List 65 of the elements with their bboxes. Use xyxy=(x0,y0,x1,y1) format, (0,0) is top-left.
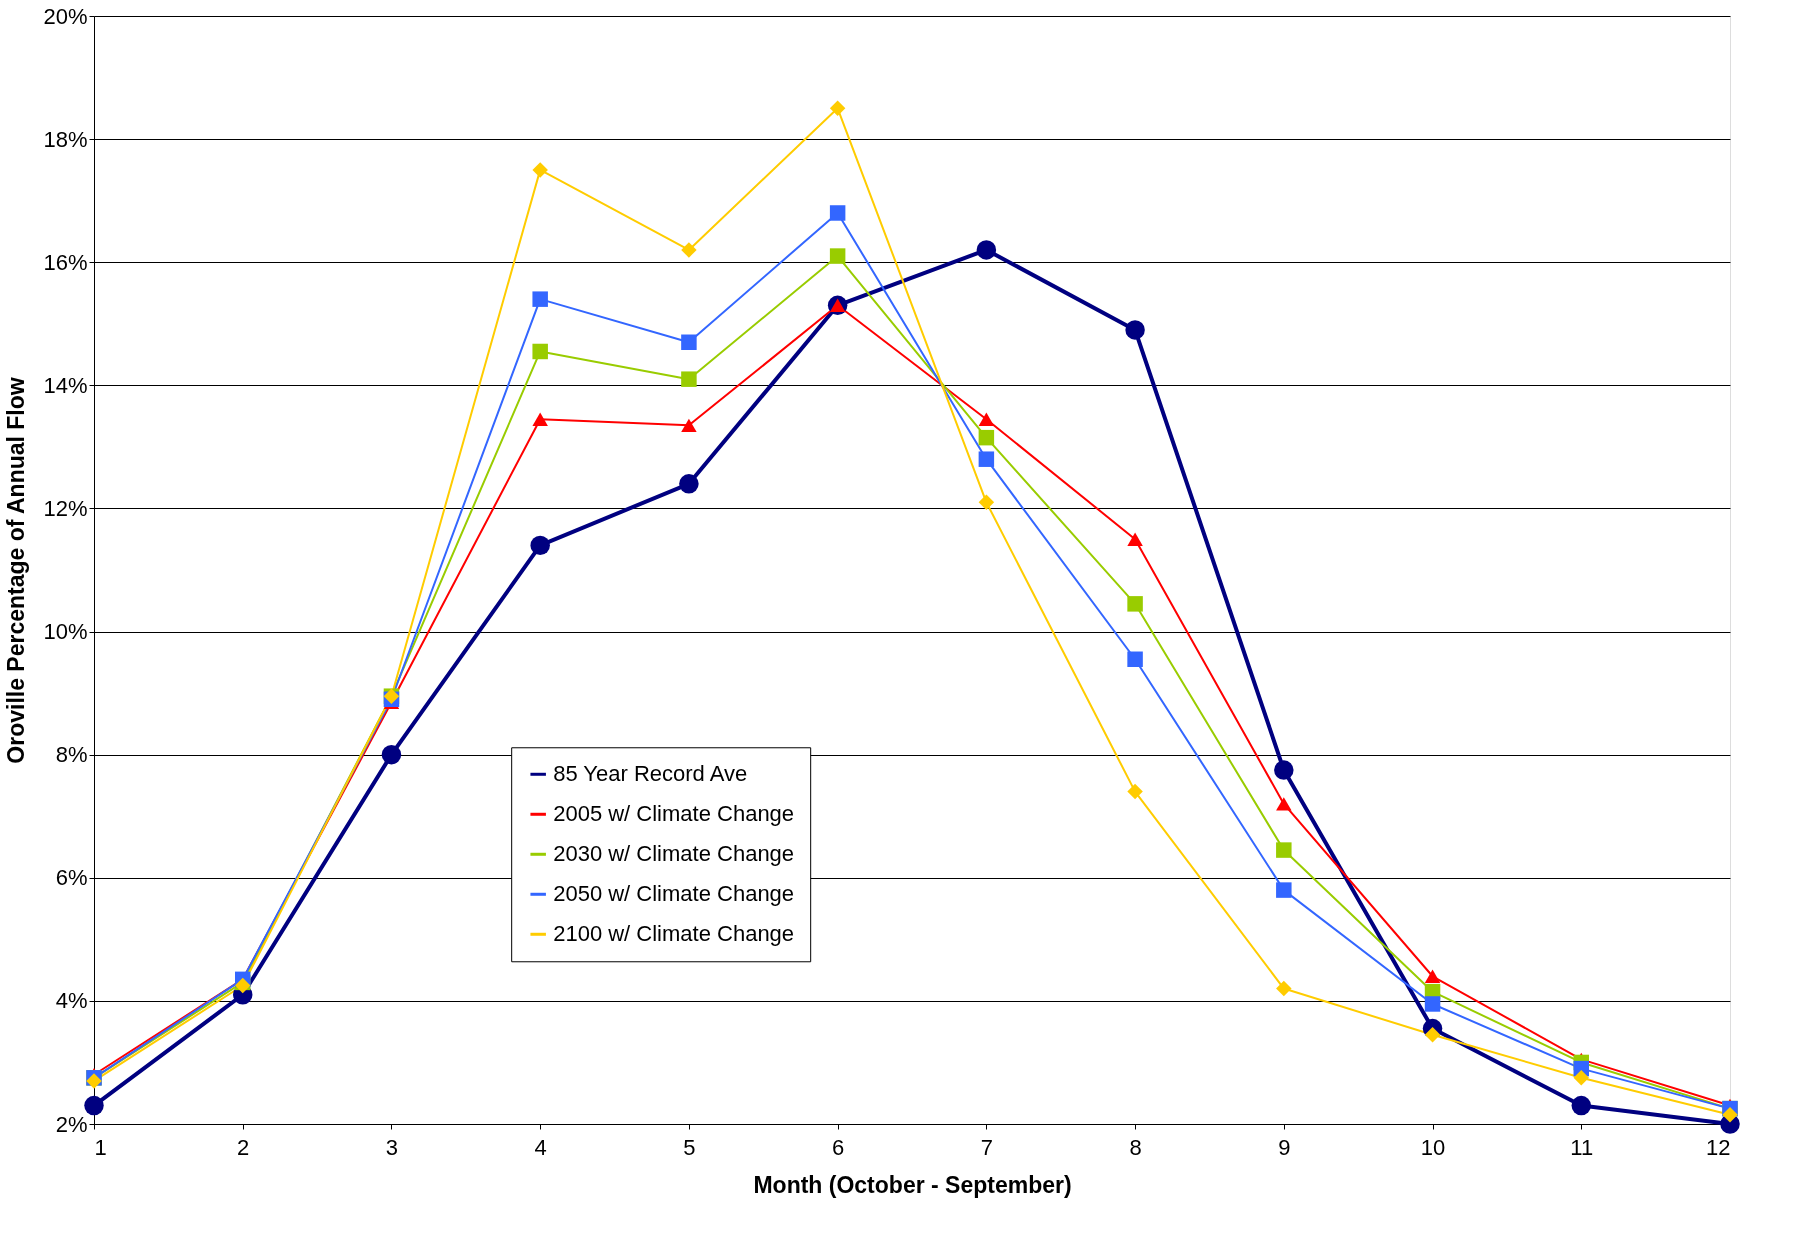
point xyxy=(1276,797,1292,811)
point xyxy=(1571,1095,1592,1116)
y-tick-label: 6% xyxy=(55,865,88,891)
point xyxy=(1127,783,1143,800)
y-tick-label: 2% xyxy=(55,1111,88,1137)
x-tick-label: 4 xyxy=(534,1134,547,1160)
point xyxy=(1276,842,1292,858)
legend-label: 2030 w/ Climate Change xyxy=(553,841,795,867)
y-tick-label: 10% xyxy=(43,619,88,645)
point xyxy=(530,535,550,556)
y-tick-label: 4% xyxy=(55,988,88,1014)
x-axis-title: Month (October - September) xyxy=(753,1171,1072,1198)
point xyxy=(681,418,697,433)
point xyxy=(1274,760,1294,780)
legend-label: 2100 w/ Climate Change xyxy=(553,921,795,947)
y-tick-label: 18% xyxy=(43,126,88,152)
point xyxy=(679,474,699,494)
point xyxy=(978,451,995,467)
point xyxy=(1127,532,1143,546)
point xyxy=(681,371,697,387)
x-tick-label: 3 xyxy=(385,1134,399,1160)
point xyxy=(681,334,697,350)
point xyxy=(829,205,846,221)
point xyxy=(532,412,548,426)
point xyxy=(1424,1027,1441,1043)
point xyxy=(1125,320,1145,340)
point xyxy=(829,100,846,117)
point xyxy=(976,240,997,260)
point xyxy=(1276,882,1292,898)
point xyxy=(1424,969,1441,983)
point xyxy=(1722,1107,1738,1123)
y-tick-label: 12% xyxy=(43,495,88,521)
x-tick-label: 11 xyxy=(1570,1134,1594,1160)
y-tick-label: 14% xyxy=(43,372,88,398)
point xyxy=(1127,651,1143,667)
x-tick-label: 9 xyxy=(1278,1134,1291,1160)
point xyxy=(829,248,846,264)
x-tick-label: 5 xyxy=(683,1134,696,1160)
point xyxy=(381,744,402,765)
legend-label: 2050 w/ Climate Change xyxy=(553,881,795,907)
y-tick-label: 20% xyxy=(43,3,88,29)
point xyxy=(978,494,995,511)
point xyxy=(681,242,697,258)
x-tick-label: 6 xyxy=(832,1134,845,1160)
y-tick-label: 16% xyxy=(43,249,88,275)
x-tick-label: 7 xyxy=(980,1134,993,1160)
point xyxy=(532,343,548,360)
point xyxy=(84,1095,104,1116)
x-tick-label: 8 xyxy=(1129,1134,1142,1160)
y-tick-label: 8% xyxy=(55,742,88,768)
point xyxy=(532,291,548,307)
x-tick-label: 10 xyxy=(1420,1134,1446,1160)
x-tick-label: 2 xyxy=(237,1134,250,1160)
y-axis-title: Oroville Percentage of Annual Flow xyxy=(3,377,30,764)
point xyxy=(978,412,995,426)
x-tick-label: 12 xyxy=(1706,1134,1731,1160)
x-tick-label: 1 xyxy=(94,1134,107,1160)
point xyxy=(1127,596,1143,612)
point xyxy=(532,162,548,178)
point xyxy=(1424,996,1441,1012)
point xyxy=(978,429,995,446)
point xyxy=(1276,980,1292,997)
legend-label: 85 Year Record Ave xyxy=(553,761,748,787)
legend-label: 2005 w/ Climate Change xyxy=(553,801,795,827)
point xyxy=(1573,1070,1590,1086)
